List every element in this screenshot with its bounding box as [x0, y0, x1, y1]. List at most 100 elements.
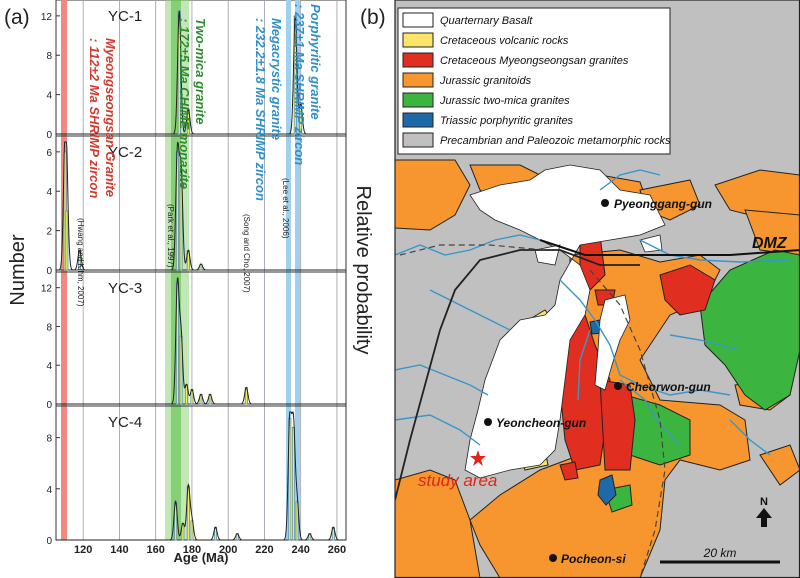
north-arrow-icon	[756, 508, 772, 527]
right-axis-label: Relative probability	[352, 186, 374, 355]
y-tick-labels: 0 4 8 12 0 2 4 6 0 4 8 12 0 4 8	[41, 12, 53, 547]
x-tick-label: 160	[147, 544, 165, 556]
legend-label: Quarternary Basalt	[440, 15, 533, 27]
legend-swatch	[402, 132, 434, 148]
y-tick-label: 0	[46, 400, 52, 411]
y-tick-label: 4	[46, 187, 52, 198]
x-tick-labels: 120 140 160 180 200 220 240 260	[74, 544, 346, 556]
marker-pyeonggang	[601, 199, 609, 207]
legend-swatch	[402, 52, 434, 68]
annotation-megacrystic: Megacrystic granite : 232.2±1.8 Ma SHRIM…	[242, 18, 284, 293]
annotation-porphyritic: Porphyritic granite : 237±1 Ma SHRIMP zi…	[281, 4, 323, 239]
sample-name: YC-3	[108, 280, 142, 297]
annotation-detail: : 237±1 Ma SHRIMP zircon	[292, 4, 307, 165]
legend-swatch	[402, 92, 434, 108]
histogram-bar	[291, 426, 295, 541]
annotation-reference: (Hwang and Kihm, 2007)	[76, 218, 85, 307]
legend-label: Precambrian and Paleozoic metamorphic ro…	[440, 135, 671, 147]
legend-swatch	[402, 12, 434, 28]
legend-swatch	[402, 32, 434, 48]
x-tick-label: 180	[183, 544, 201, 556]
x-tick-label: 220	[255, 544, 273, 556]
y-tick-label: 8	[46, 322, 52, 333]
y-tick-label: 12	[41, 284, 53, 295]
place-pocheon: Pocheon-si	[561, 552, 626, 566]
y-tick-label: 0	[46, 130, 52, 141]
x-tick-label: 200	[219, 544, 237, 556]
probability-curve	[56, 277, 346, 405]
x-axis-label: Age (Ma)	[174, 550, 229, 565]
sample-plots	[56, 10, 346, 541]
annotation-title: Myeongseongsan Granite	[103, 38, 118, 197]
study-area-star	[470, 450, 486, 466]
scale-bar-label: 20 km	[703, 546, 737, 560]
legend-label: Cretaceous Myeongseongsan granites	[440, 55, 629, 67]
legend-swatch	[402, 112, 434, 128]
annotation-detail: : 232.2±1.8 Ma SHRIMP zircon	[253, 18, 268, 201]
histogram-bar	[179, 171, 183, 271]
panel-a-label: (a)	[4, 6, 30, 29]
sample-name: YC-4	[108, 414, 142, 431]
legend-box	[397, 7, 671, 155]
annotation-myeongseongsan: Myeongseongsan Granite : 112±2 Ma SHRIMP…	[76, 38, 118, 307]
road	[395, 249, 640, 501]
probability-curve	[56, 141, 346, 271]
legend-label: Jurassic two-mica granites	[439, 95, 570, 107]
y-tick-label: 0	[46, 266, 52, 277]
annotation-reference: (Song and Cho, 2007)	[242, 214, 251, 293]
sample-name: YC-1	[108, 8, 142, 25]
y-tick-label: 8	[46, 51, 52, 62]
histogram-bar	[190, 520, 194, 541]
histogram-bar	[179, 335, 183, 405]
y-tick-label: 8	[46, 434, 52, 445]
x-tick-label: 260	[328, 544, 346, 556]
annotation-title: Megacrystic granite	[269, 18, 284, 140]
annotation-reference: (Lee et al., 2006)	[281, 178, 290, 239]
sample-names: YC-1 YC-2 YC-3 YC-4	[108, 8, 142, 431]
unit-myeongseongsan-granites	[554, 234, 716, 481]
y-tick-label: 2	[46, 227, 52, 238]
legend-swatch	[402, 72, 434, 88]
histogram-bar	[65, 210, 69, 271]
annotation-title: Porphyritic granite	[308, 4, 323, 120]
y-tick-label: 6	[46, 148, 52, 159]
y-tick-label: 4	[46, 361, 52, 372]
place-yeoncheon: Yeoncheon-gun	[496, 416, 586, 430]
probability-curve	[56, 411, 346, 541]
annotation-detail: : 112±2 Ma SHRIMP zircon	[87, 38, 102, 198]
map-legend: Quarternary Basalt Cretaceous volcanic ro…	[397, 7, 671, 155]
north-label: N	[760, 496, 768, 508]
annotation-two-mica: Two-mica granite : 172±5 Ma CHIME monazi…	[166, 18, 208, 268]
legend-label: Triassic porphyritic granites	[440, 115, 574, 127]
y-tick-label: 4	[46, 485, 52, 496]
marker-yeoncheon	[484, 418, 492, 426]
place-pyeonggang: Pyeonggang-gun	[614, 197, 712, 211]
dmz-label: DMZ	[752, 235, 788, 252]
probability-curve	[56, 10, 346, 135]
legend-label: Cretaceous volcanic rocks	[440, 35, 569, 47]
unit-two-mica-granites	[604, 249, 800, 513]
y-tick-label: 12	[41, 12, 53, 23]
legend-label: Jurassic granitoids	[439, 75, 532, 87]
dmz-line	[539, 239, 800, 256]
y-tick-label: 4	[46, 91, 52, 102]
x-tick-label: 120	[74, 544, 92, 556]
x-tick-label: 140	[110, 544, 128, 556]
rivers	[395, 169, 791, 456]
histogram-bar	[295, 501, 299, 541]
panel-b-label: (b)	[360, 6, 386, 29]
place-cheorwon: Cheorwon-gun	[626, 380, 711, 394]
study-area-label: study area	[418, 471, 497, 490]
annotation-detail: : 172±5 Ma CHIME monazite	[177, 18, 192, 189]
marker-cheorwon	[614, 382, 622, 390]
y-axis-label: Number	[7, 234, 29, 305]
marker-pocheon	[549, 554, 557, 562]
annotation-title: Two-mica granite	[193, 18, 208, 124]
panel-b: Pyeonggang-gun Cheorwon-gun Yeoncheon-gu…	[360, 0, 800, 578]
circle-arc-left	[399, 244, 546, 256]
y-tick-label: 0	[46, 536, 52, 547]
sample-name: YC-2	[108, 144, 142, 161]
x-tick-label: 240	[292, 544, 310, 556]
